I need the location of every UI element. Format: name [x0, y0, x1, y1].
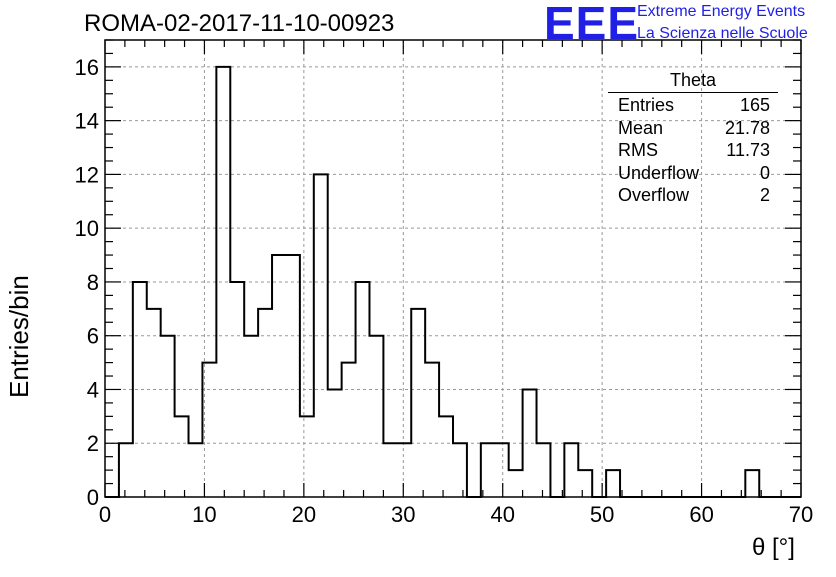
- logo-line-1: Extreme Energy Events: [637, 3, 806, 20]
- stats-label: Underflow: [618, 162, 700, 183]
- stats-value: 11.73: [726, 140, 770, 160]
- x-axis-label: θ [°]: [752, 534, 795, 561]
- y-tick-label: 16: [75, 55, 99, 80]
- y-axis-tick-labels: 0 2 4 6 8 10 12 14 16: [75, 55, 99, 510]
- x-tick-label: 40: [490, 502, 514, 527]
- stats-row-overflow: Overflow 2: [608, 184, 778, 207]
- y-tick-label: 2: [87, 431, 99, 456]
- y-tick-label: 4: [87, 377, 99, 402]
- x-tick-label: 0: [99, 502, 111, 527]
- stats-label: Overflow: [618, 185, 690, 205]
- eee-logo: EEE: [544, 0, 640, 49]
- stats-value: 0: [759, 162, 770, 183]
- stats-row-underflow: Underflow 0: [608, 162, 778, 185]
- stats-label: Mean: [618, 117, 664, 138]
- x-tick-label: 20: [292, 502, 316, 527]
- stats-value: 2: [759, 185, 770, 205]
- stats-row-entries: Entries 165: [608, 94, 778, 117]
- stats-title: Theta: [608, 70, 778, 93]
- stats-value: 165: [739, 95, 770, 115]
- y-tick-label: 0: [87, 485, 99, 510]
- y-tick-label: 8: [87, 270, 99, 295]
- y-tick-label: 14: [75, 109, 99, 134]
- y-tick-label: 6: [87, 324, 99, 349]
- x-tick-label: 50: [590, 502, 614, 527]
- x-tick-label: 10: [192, 502, 216, 527]
- logo-line-2: La Scienza nelle Scuole: [637, 25, 808, 42]
- x-axis-tick-labels: 0 10 20 30 40 50 60 70: [99, 502, 813, 527]
- stats-label: RMS: [618, 140, 658, 160]
- x-tick-label: 60: [689, 502, 713, 527]
- y-axis-ticks: [105, 39, 801, 498]
- y-axis-label: Entries/bin: [4, 275, 34, 398]
- stats-row-mean: Mean 21.78: [608, 117, 778, 140]
- x-tick-label: 70: [789, 502, 813, 527]
- y-tick-label: 12: [75, 162, 99, 187]
- stats-row-rms: RMS 11.73: [608, 139, 778, 162]
- x-axis-ticks: [104, 40, 802, 497]
- stats-value: 21.78: [724, 117, 770, 138]
- stats-box: Theta Entries 165 Mean 21.78 RMS 11.73 U…: [608, 70, 778, 207]
- stats-label: Entries: [618, 95, 675, 115]
- x-tick-label: 30: [391, 502, 415, 527]
- chart-title: ROMA-02-2017-11-10-00923: [84, 10, 395, 37]
- y-tick-label: 10: [75, 216, 99, 241]
